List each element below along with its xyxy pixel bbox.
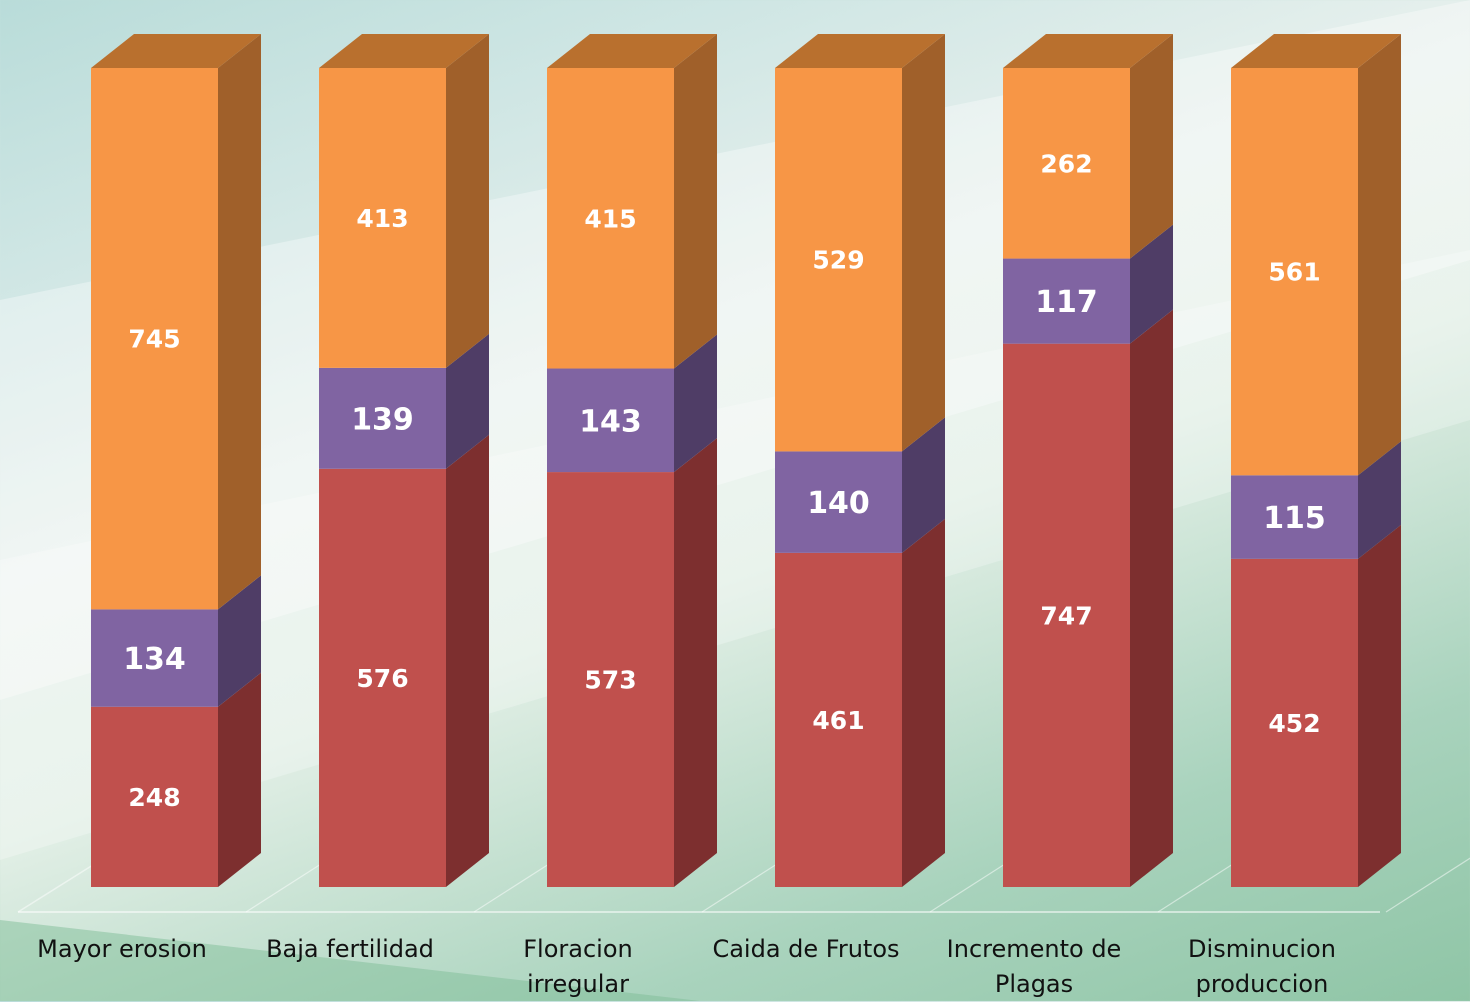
bar-segment [91, 706, 218, 887]
data-label: 413 [356, 204, 408, 233]
bar-side [1130, 309, 1173, 887]
category-label: Disminucion produccion [1188, 935, 1336, 998]
bar-side [902, 34, 945, 452]
category-label: Baja fertilidad [266, 935, 434, 963]
bar-side [218, 672, 261, 887]
bar-side [1358, 34, 1401, 476]
data-label: 415 [584, 204, 636, 233]
data-label: 139 [351, 402, 414, 437]
bar-segment [1231, 558, 1358, 887]
data-label: 529 [812, 246, 864, 275]
bar-segment [775, 68, 902, 452]
bar-segment [775, 451, 902, 553]
bar-stack: 747 117 262 [1003, 34, 1173, 887]
bar-segment [547, 68, 674, 369]
bar-segment [1003, 68, 1130, 259]
data-label: 248 [128, 783, 180, 812]
bar-side [902, 518, 945, 887]
data-label: 573 [584, 666, 636, 695]
bar-top [775, 34, 945, 68]
bar-segment [319, 367, 446, 469]
data-label: 745 [128, 325, 180, 354]
category-label: Caida de Frutos [712, 935, 900, 963]
data-label: 747 [1040, 601, 1092, 630]
bar-stack: 576 139 413 [319, 34, 489, 887]
bar-side [446, 333, 489, 469]
bar-side [1358, 524, 1401, 887]
data-label: 115 [1263, 501, 1326, 536]
category-label: Floracion irregular [523, 935, 633, 998]
category-label: Incremento de Plagas [946, 935, 1122, 998]
bar-top [547, 34, 717, 68]
bar-side [674, 334, 717, 473]
bar-side [1130, 34, 1173, 259]
bar-stack: 461 140 529 [775, 34, 945, 887]
data-label: 461 [812, 706, 864, 735]
bar-top [1231, 34, 1401, 68]
bar-side [1130, 224, 1173, 344]
category-label: Mayor erosion [37, 935, 207, 963]
bar-side [1358, 441, 1401, 559]
floor-divider-line [1385, 857, 1470, 913]
bar-segment [1003, 258, 1130, 344]
bar-top [1003, 34, 1173, 68]
data-label: 262 [1040, 149, 1092, 178]
bar-segment [547, 368, 674, 473]
bar-side [446, 34, 489, 368]
bar-segment [775, 552, 902, 887]
bar-segment [91, 68, 218, 610]
data-label: 140 [807, 486, 870, 521]
data-label: 452 [1268, 709, 1320, 738]
data-label: 143 [579, 404, 642, 439]
bars-group: 248 134 745 576 139 413 573 143 415 461 140 529 747 1… [91, 34, 1401, 887]
bar-stack: 248 134 745 [91, 34, 261, 887]
data-label: 134 [123, 642, 186, 677]
bar-segment [91, 609, 218, 707]
bar-side [674, 438, 717, 887]
bar-stack: 452 115 561 [1231, 34, 1401, 887]
data-label: 561 [1268, 258, 1320, 287]
bar-top [91, 34, 261, 68]
data-label: 117 [1035, 285, 1098, 320]
bar-side [218, 34, 261, 610]
bar-segment [1231, 475, 1358, 559]
bar-segment [547, 472, 674, 887]
bar-segment [319, 68, 446, 368]
bar-stack: 573 143 415 [547, 34, 717, 887]
bar-segment [1231, 68, 1358, 476]
bar-top [319, 34, 489, 68]
bar-side [446, 434, 489, 887]
bar-segment [319, 468, 446, 887]
bar-side [218, 575, 261, 707]
bar-side [674, 34, 717, 369]
data-label: 576 [356, 664, 408, 693]
bar-segment [1003, 343, 1130, 887]
bar-side [902, 417, 945, 553]
